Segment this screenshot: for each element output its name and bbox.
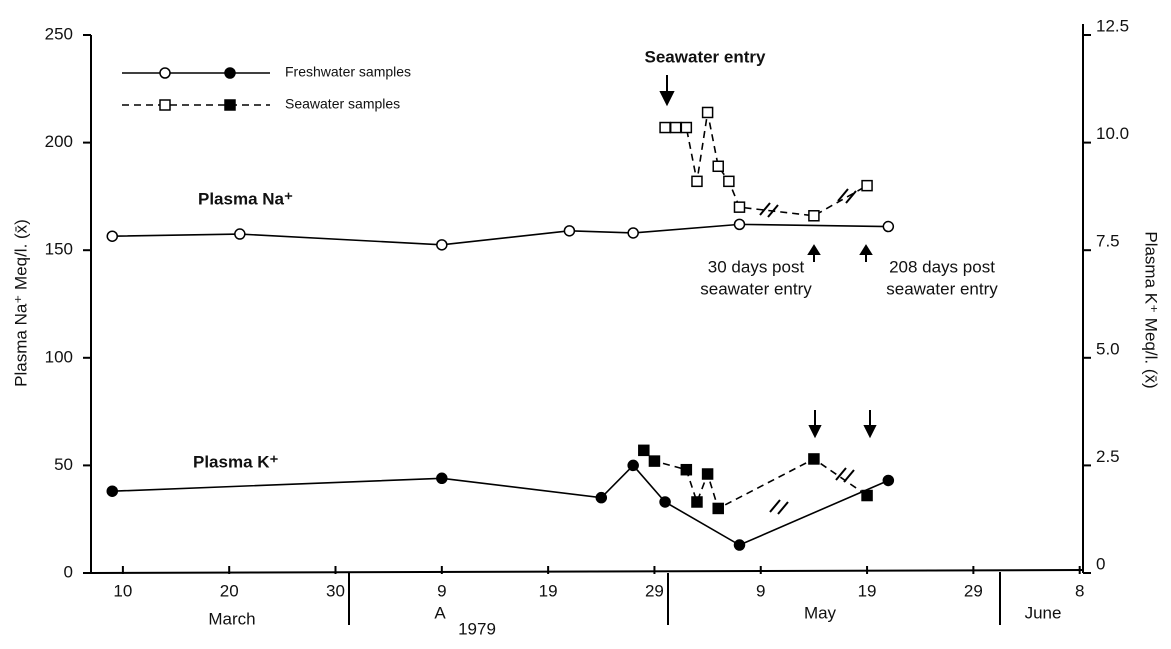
point: [648, 455, 661, 467]
series-line: [112, 223, 889, 246]
point: [712, 502, 724, 515]
na-label: Plasma Na⁺: [198, 189, 293, 208]
point: [701, 106, 714, 119]
point: [106, 485, 119, 497]
point: [627, 227, 639, 239]
legend-marker: [224, 67, 236, 79]
annotation: Seawater entry: [645, 47, 766, 66]
point: [659, 121, 671, 134]
month-label: May: [804, 603, 837, 622]
point: [861, 489, 873, 502]
point: [733, 539, 746, 551]
y2-tick-label: 0: [1096, 554, 1105, 573]
point: [808, 210, 820, 222]
point: [680, 463, 693, 476]
point: [712, 160, 724, 173]
point: [691, 175, 703, 188]
point: [638, 444, 650, 457]
x-tick-label: 30: [326, 581, 345, 600]
x-tick-label: 19: [539, 581, 558, 600]
point: [680, 121, 693, 134]
y-axis-label: Plasma Na⁺ Meq/l. (x̄): [11, 219, 30, 387]
point: [701, 468, 714, 480]
point: [669, 121, 682, 134]
y2-tick-label: 2.5: [1096, 447, 1120, 466]
month-label: June: [1025, 603, 1062, 622]
x-tick-label: 29: [964, 581, 983, 600]
k-label: Plasma K⁺: [193, 452, 279, 471]
x-tick-label: 8: [1075, 581, 1084, 600]
x-tick-label: 10: [113, 581, 132, 600]
point: [723, 175, 735, 188]
x-axis: [90, 569, 1084, 574]
point: [733, 218, 746, 231]
series-line: [643, 449, 868, 510]
point: [595, 491, 608, 504]
point: [563, 225, 576, 237]
annotation: seawater entry: [700, 279, 812, 298]
point: [733, 201, 746, 213]
annotation: 30 days post: [708, 257, 805, 276]
y-tick-label: 50: [54, 455, 73, 474]
y-tick-label: 0: [64, 562, 73, 581]
y-tick-label: 150: [45, 240, 73, 259]
annotation: seawater entry: [886, 279, 998, 298]
x-tick-label: 9: [756, 581, 765, 600]
point: [659, 496, 671, 508]
month-label: 1979: [458, 619, 496, 638]
x-tick-label: 9: [437, 581, 446, 600]
point: [691, 496, 703, 508]
month-label: March: [208, 609, 255, 628]
point: [436, 239, 448, 251]
point: [861, 179, 873, 192]
series-line: [112, 464, 889, 546]
point: [882, 220, 895, 233]
arrows: [659, 75, 877, 515]
y2-tick-label: 10.0: [1096, 124, 1129, 143]
legend-label: Seawater samples: [285, 96, 400, 112]
series-line: [665, 112, 868, 217]
x-tick-label: 20: [220, 581, 239, 600]
legend-label: Freshwater samples: [285, 64, 411, 80]
legend-marker: [159, 67, 171, 79]
y2-tick-label: 5.0: [1096, 339, 1120, 358]
y2-tick-label: 12.5: [1096, 16, 1129, 35]
point: [436, 472, 448, 485]
y-tick-label: 250: [45, 24, 73, 43]
legend-marker: [224, 99, 236, 111]
x-tick-label: 29: [645, 581, 664, 600]
point: [882, 474, 895, 487]
y-tick-label: 200: [45, 132, 73, 151]
point: [627, 459, 639, 472]
y2-axis-label: Plasma K⁺ Meq/l. (x̄): [1142, 231, 1161, 388]
legend-marker: [159, 99, 171, 111]
point: [808, 453, 820, 465]
point: [106, 230, 119, 242]
y2-tick-label: 7.5: [1096, 232, 1120, 251]
annotation: 208 days post: [889, 257, 995, 276]
point: [234, 228, 246, 240]
y-tick-label: 100: [45, 347, 73, 366]
month-label: A: [434, 603, 446, 622]
x-tick-label: 19: [858, 581, 877, 600]
